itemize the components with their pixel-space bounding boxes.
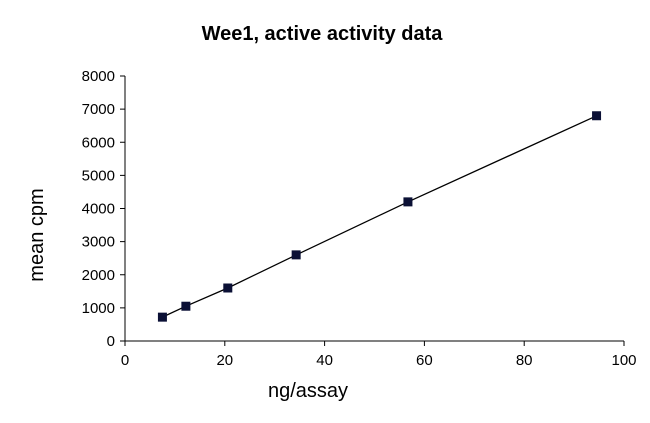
y-tick-label: 2000 [82,267,115,284]
data-point-marker [223,283,233,293]
y-tick-label: 4000 [82,201,115,218]
y-tick-label: 7000 [82,101,115,118]
x-tick-label: 60 [416,352,433,369]
x-tick-label: 80 [516,352,533,369]
data-point-marker [157,312,167,322]
x-tick-label: 20 [216,352,233,369]
y-tick-label: 0 [107,333,115,350]
plot-area: 0 1000 2000 3000 4000 5000 6000 7000 8000 0 20 40 60… [82,68,637,369]
x-tick-label: 40 [316,352,333,369]
data-point-marker [592,111,602,121]
x-axis-label: ng/assay [268,380,348,402]
data-point-marker [181,301,191,311]
data-point-marker [291,250,301,260]
y-tick-label: 5000 [82,167,115,184]
y-tick-label: 3000 [82,234,115,251]
data-point-marker [403,197,413,207]
chart-title: Wee1, active activity data [202,23,444,45]
x-tick-label: 0 [121,352,129,369]
x-tick-label: 100 [611,352,636,369]
y-tick-label: 8000 [82,68,115,85]
y-tick-label: 1000 [82,300,115,317]
y-tick-label: 6000 [82,134,115,151]
y-axis-label: mean cpm [26,188,48,281]
